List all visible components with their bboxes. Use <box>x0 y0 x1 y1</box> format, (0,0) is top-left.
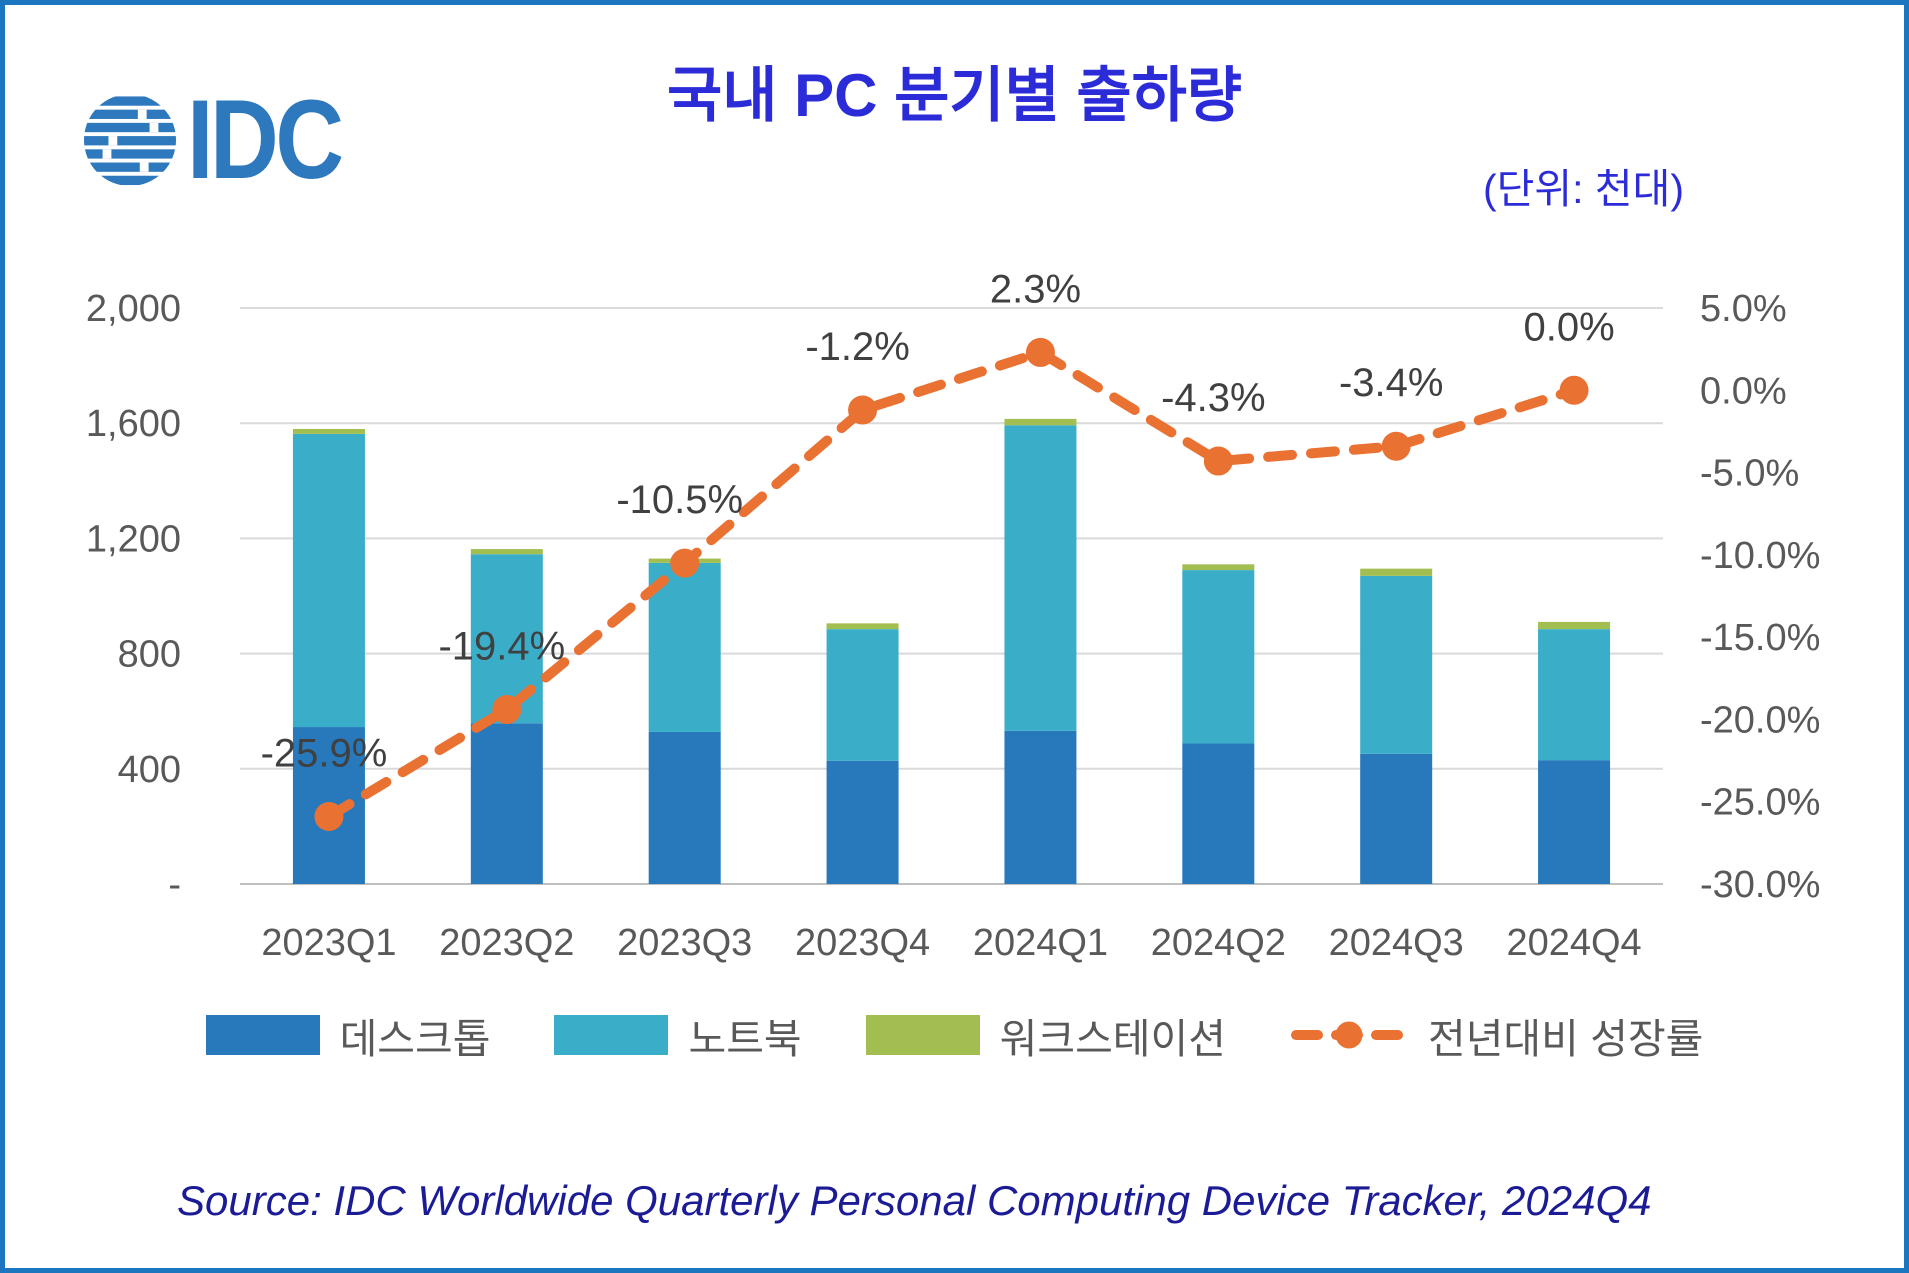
right-axis-tick-label: -10.0% <box>1700 535 1820 577</box>
bar-segment-workstation <box>470 549 543 555</box>
growth-value-label: -19.4% <box>438 625 565 669</box>
growth-value-label: -3.4% <box>1339 361 1444 405</box>
growth-marker <box>492 695 522 725</box>
growth-marker <box>670 548 700 578</box>
growth-value-label: 0.0% <box>1523 305 1614 349</box>
legend-item-desktop: 데스크톱 <box>205 1005 491 1065</box>
right-axis-tick-label: -5.0% <box>1700 453 1799 495</box>
bar-segment-notebook <box>648 562 721 732</box>
x-axis-tick-label: 2024Q4 <box>1506 922 1641 964</box>
notebook-legend-label: 노트북 <box>688 1016 802 1062</box>
desktop-legend-label: 데스크톱 <box>339 1016 491 1062</box>
bar-segment-notebook <box>826 629 899 761</box>
growth-marker <box>1381 431 1411 461</box>
bar-segment-notebook <box>1360 575 1433 754</box>
bar-segment-workstation <box>292 428 365 434</box>
left-axis-tick-label: - <box>168 864 181 906</box>
bar-segment-desktop <box>648 731 721 884</box>
legend-item-notebook: 노트북 <box>554 1005 802 1065</box>
chart-title: 국내 PC 분기별 출하량 <box>667 62 1242 129</box>
notebook-legend-swatch <box>554 1015 669 1055</box>
workstation-legend-swatch <box>865 1015 980 1055</box>
right-axis-tick-label: -30.0% <box>1700 864 1820 906</box>
right-axis-tick-label: 5.0% <box>1700 288 1787 330</box>
bar-segment-desktop <box>1538 760 1611 884</box>
bar-segment-notebook <box>1182 570 1255 744</box>
bar-segment-desktop <box>470 723 543 884</box>
growth-marker <box>314 802 344 832</box>
desktop-legend-swatch <box>205 1015 320 1055</box>
x-axis-tick-label: 2023Q1 <box>261 922 396 964</box>
idc-globe-icon <box>83 96 177 186</box>
workstation-legend-label: 워크스테이션 <box>999 1016 1226 1062</box>
bar-segment-desktop <box>826 760 899 884</box>
left-axis-tick-label: 400 <box>118 749 181 791</box>
legend-item-growth: 전년대비 성장률 <box>1290 1005 1703 1065</box>
right-axis-tick-label: -20.0% <box>1700 699 1820 741</box>
growth-line-sample-icon <box>1290 1021 1407 1049</box>
bar-segment-notebook <box>1004 425 1077 731</box>
bar-segment-workstation <box>826 623 899 630</box>
bar-segment-workstation <box>1004 418 1077 426</box>
left-axis-tick-label: 2,000 <box>86 288 181 330</box>
x-axis-tick-label: 2023Q4 <box>795 922 930 964</box>
right-axis-tick-label: -25.0% <box>1700 782 1820 824</box>
idc-logo-text: IDC <box>187 77 344 202</box>
growth-value-label: -1.2% <box>805 325 910 369</box>
bar-segment-desktop <box>1360 753 1433 884</box>
growth-value-label: -10.5% <box>616 478 743 522</box>
growth-value-label: -25.9% <box>261 732 388 776</box>
growth-marker <box>848 395 878 425</box>
legend-item-workstation: 워크스테이션 <box>865 1005 1226 1065</box>
growth-legend-label: 전년대비 성장률 <box>1427 1016 1704 1062</box>
x-axis-tick-label: 2024Q2 <box>1151 922 1286 964</box>
growth-line <box>323 347 1580 822</box>
bar-segment-desktop <box>1004 730 1077 884</box>
left-axis-tick-label: 800 <box>118 634 181 676</box>
x-axis-tick-label: 2024Q3 <box>1329 922 1464 964</box>
growth-marker <box>1559 375 1589 405</box>
growth-value-label: 2.3% <box>990 267 1081 311</box>
x-axis-tick-label: 2023Q2 <box>439 922 574 964</box>
bar-segment-workstation <box>1182 564 1255 571</box>
idc-logo: IDC <box>83 77 368 202</box>
growth-marker <box>1025 337 1055 367</box>
x-axis-tick-label: 2024Q1 <box>973 922 1108 964</box>
bar-segment-workstation <box>1360 568 1433 576</box>
quarterly-shipments-chart: - 400 800 1,200 1,600 2,000 5.0% 0.0% -5.0% -10.0… <box>86 267 1821 964</box>
bar-segment-notebook <box>292 433 365 728</box>
bar-segment-workstation <box>1538 621 1611 630</box>
left-axis-tick-label: 1,200 <box>86 518 181 560</box>
growth-marker <box>1203 446 1233 476</box>
chart-legend: 데스크톱 노트북 워크스테이션 전년대비 성장률 <box>5 1005 1904 1065</box>
source-note: Source: IDC Worldwide Quarterly Personal… <box>177 1177 1652 1224</box>
right-axis-tick-label: 0.0% <box>1700 370 1787 412</box>
unit-label: (단위: 천대) <box>1483 166 1684 212</box>
x-axis-tick-label: 2023Q3 <box>617 922 752 964</box>
left-axis-tick-label: 1,600 <box>86 403 181 445</box>
bar-segment-desktop <box>1182 743 1255 884</box>
growth-value-label: -4.3% <box>1161 376 1266 420</box>
bar-segment-notebook <box>1538 629 1611 761</box>
right-axis-tick-label: -15.0% <box>1700 617 1820 659</box>
